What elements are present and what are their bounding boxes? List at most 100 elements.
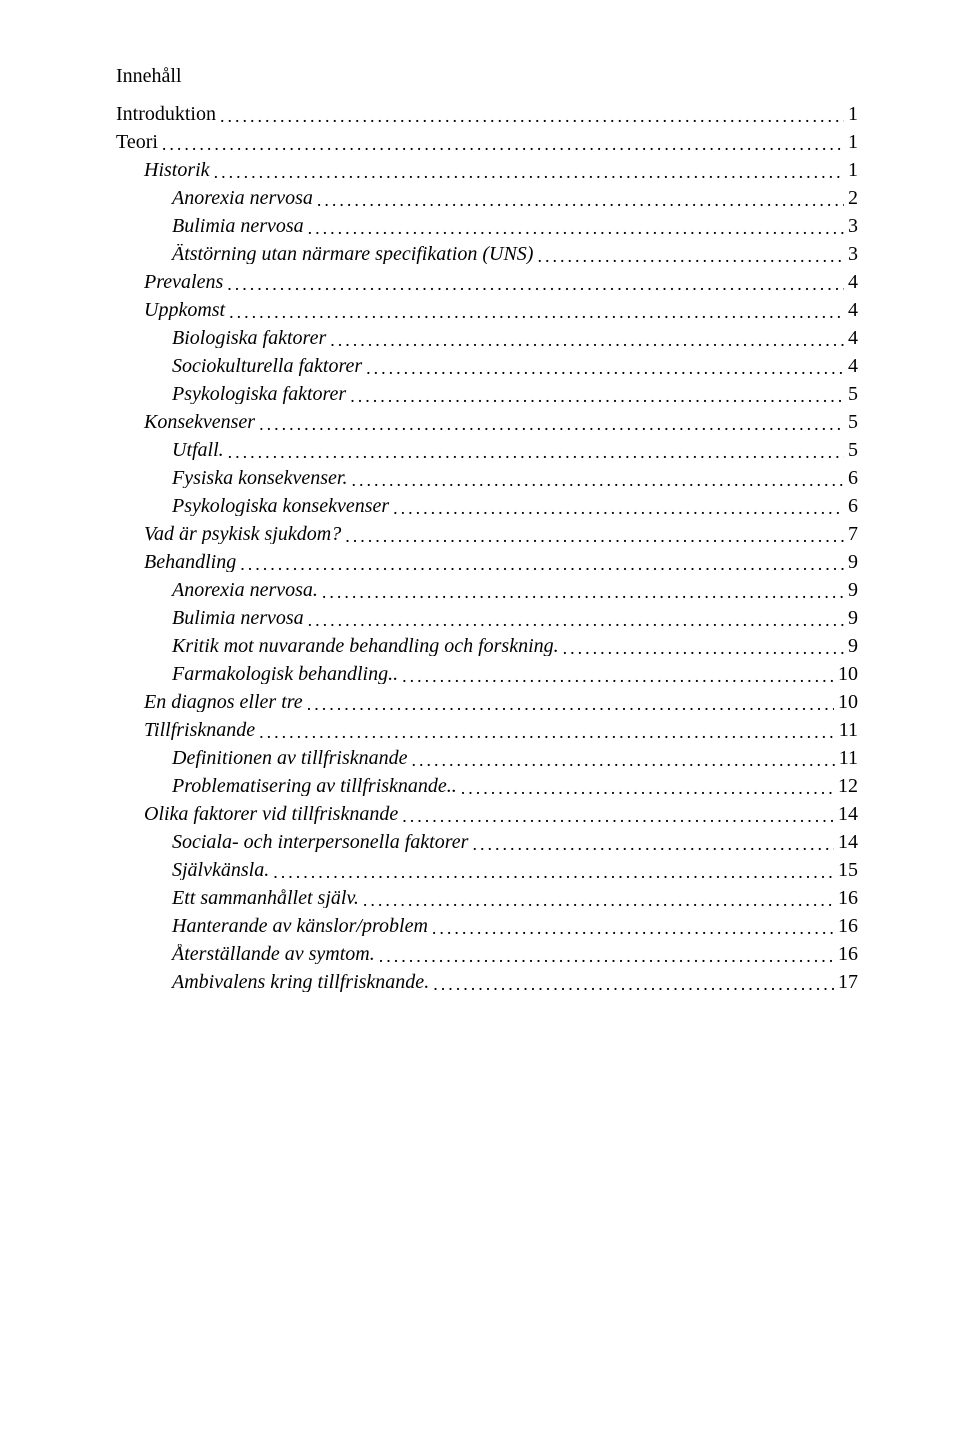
toc-page-number: 3 (844, 244, 858, 264)
toc-page-number: 5 (844, 440, 858, 460)
toc-row: Vad är psykisk sjukdom?7 (116, 524, 858, 544)
toc-page-number: 5 (844, 412, 858, 432)
toc-row: Sociokulturella faktorer4 (116, 356, 858, 376)
toc-label: Psykologiska faktorer (172, 384, 350, 404)
toc-label: Ätstörning utan närmare specifikation (U… (172, 244, 537, 264)
toc-row: Prevalens 4 (116, 272, 858, 292)
toc-page-number: 16 (834, 888, 858, 908)
toc-leader-dots (330, 331, 844, 348)
toc-page-number: 14 (834, 832, 858, 852)
toc-leader-dots (308, 611, 844, 628)
toc-page-number: 11 (835, 748, 858, 768)
toc-label: Historik (144, 160, 214, 180)
toc-label: Kritik mot nuvarande behandling och fors… (172, 636, 563, 656)
toc-page-number: 10 (834, 692, 858, 712)
toc-label: Prevalens (144, 272, 227, 292)
toc-page-number: 5 (844, 384, 858, 404)
toc-row: Tillfrisknande11 (116, 720, 858, 740)
toc-row: Teori 1 (116, 132, 858, 152)
toc-label: Ambivalens kring tillfrisknande. (172, 972, 433, 992)
toc-row: Konsekvenser 5 (116, 412, 858, 432)
toc-leader-dots (366, 359, 844, 376)
toc-page-number: 9 (844, 636, 858, 656)
toc-leader-dots (412, 751, 835, 768)
toc-page-number: 1 (844, 160, 858, 180)
toc-leader-dots (402, 807, 834, 824)
toc-label: Bulimia nervosa (172, 608, 308, 628)
toc-page-number: 12 (834, 776, 858, 796)
toc-page-number: 15 (834, 860, 858, 880)
toc-leader-dots (402, 667, 834, 684)
toc-row: Ambivalens kring tillfrisknande. 17 (116, 972, 858, 992)
toc-page-number: 4 (844, 272, 858, 292)
toc-page-number: 6 (844, 468, 858, 488)
toc-label: Olika faktorer vid tillfrisknande (144, 804, 402, 824)
toc-leader-dots (352, 471, 845, 488)
toc-label: Återställande av symtom. (172, 944, 379, 964)
toc-label: Självkänsla. (172, 860, 273, 880)
toc-row: Definitionen av tillfrisknande 11 (116, 748, 858, 768)
toc-label: Problematisering av tillfrisknande.. (172, 776, 461, 796)
toc-leader-dots (308, 219, 844, 236)
toc-row: Psykologiska konsekvenser 6 (116, 496, 858, 516)
toc-label: Definitionen av tillfrisknande (172, 748, 412, 768)
toc-label: Anorexia nervosa (172, 188, 317, 208)
toc-label: Sociala- och interpersonella faktorer (172, 832, 472, 852)
toc-row: En diagnos eller tre 10 (116, 692, 858, 712)
toc-leader-dots (472, 835, 834, 852)
toc-title: Innehåll (116, 66, 858, 86)
page-root: Innehåll Introduktion1 Teori 1 Historik 1 Ano… (0, 0, 960, 1440)
toc-leader-dots (363, 891, 834, 908)
toc-page-number: 2 (844, 188, 858, 208)
toc-leader-dots (307, 695, 834, 712)
toc-label: Teori (116, 132, 162, 152)
toc-row: Problematisering av tillfrisknande.. 12 (116, 776, 858, 796)
toc-label: Tillfrisknande (144, 720, 259, 740)
toc-leader-dots (229, 303, 844, 320)
toc-row: Återställande av symtom. 16 (116, 944, 858, 964)
toc-row: Historik 1 (116, 160, 858, 180)
toc-row: Utfall. 5 (116, 440, 858, 460)
toc-label: Psykologiska konsekvenser (172, 496, 393, 516)
toc-label: Behandling (144, 552, 240, 572)
toc-page-number: 17 (834, 972, 858, 992)
toc-row: Fysiska konsekvenser.6 (116, 468, 858, 488)
toc-label: En diagnos eller tre (144, 692, 307, 712)
toc-label: Utfall. (172, 440, 228, 460)
toc-row: Anorexia nervosa 2 (116, 188, 858, 208)
toc-leader-dots (379, 947, 834, 964)
toc-leader-dots (214, 163, 844, 180)
toc-leader-dots (537, 247, 844, 264)
toc-leader-dots (461, 779, 834, 796)
toc-row: Ätstörning utan närmare specifikation (U… (116, 244, 858, 264)
toc-page-number: 1 (844, 132, 858, 152)
toc-page-number: 1 (844, 104, 858, 124)
toc-row: Kritik mot nuvarande behandling och fors… (116, 636, 858, 656)
toc-row: Bulimia nervosa 9 (116, 608, 858, 628)
toc-leader-dots (393, 499, 844, 516)
toc-row: Introduktion1 (116, 104, 858, 124)
toc-page-number: 14 (834, 804, 858, 824)
toc-page-number: 9 (844, 552, 858, 572)
toc-leader-dots (317, 191, 844, 208)
toc-label: Konsekvenser (144, 412, 259, 432)
toc-leader-dots (259, 723, 835, 740)
toc-row: Anorexia nervosa.9 (116, 580, 858, 600)
toc-row: Uppkomst4 (116, 300, 858, 320)
toc-page-number: 6 (844, 496, 858, 516)
toc-page-number: 9 (844, 608, 858, 628)
toc-leader-dots (432, 919, 834, 936)
toc-label: Bulimia nervosa (172, 216, 308, 236)
toc-page-number: 16 (834, 944, 858, 964)
toc-label: Uppkomst (144, 300, 229, 320)
toc-page-number: 10 (834, 664, 858, 684)
toc-page-number: 3 (844, 216, 858, 236)
toc-row: Farmakologisk behandling..10 (116, 664, 858, 684)
toc-row: Självkänsla. 15 (116, 860, 858, 880)
toc-leader-dots (433, 975, 834, 992)
toc-label: Vad är psykisk sjukdom? (144, 524, 345, 544)
toc-leader-dots (162, 135, 844, 152)
toc-page-number: 9 (844, 580, 858, 600)
toc-label: Ett sammanhållet själv. (172, 888, 363, 908)
toc-row: Hanterande av känslor/problem16 (116, 916, 858, 936)
